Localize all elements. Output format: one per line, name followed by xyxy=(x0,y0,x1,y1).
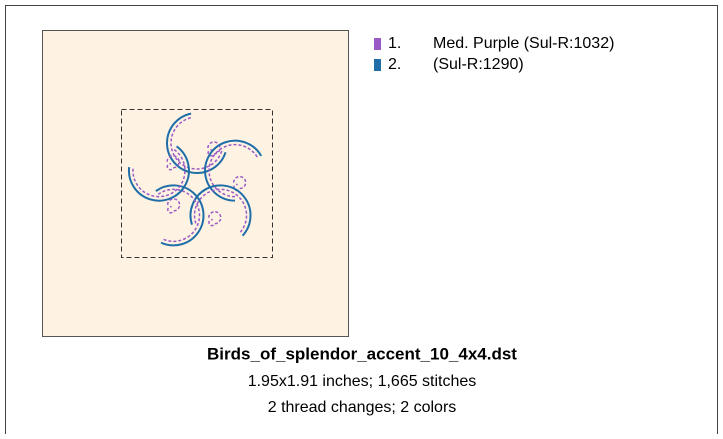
swirl-outline xyxy=(132,148,186,198)
card-border xyxy=(5,5,718,434)
swirl-outline xyxy=(193,188,248,234)
thread-name: Med. Purple (Sul-R:1032) xyxy=(433,35,614,52)
file-name: Birds_of_splendor_accent_10_4x4.dst xyxy=(207,344,517,363)
thread-swatch xyxy=(374,59,381,71)
swirl-outline xyxy=(189,184,252,237)
thread-legend: 1. Med. Purple (Sul-R:1032) 2. (Sul-R:1290) xyxy=(374,35,614,73)
swirl-outline xyxy=(155,184,205,247)
swirl-curl xyxy=(166,198,181,214)
swirl-curl xyxy=(207,211,222,227)
swirl-curl xyxy=(207,141,221,157)
swirl-curl xyxy=(232,175,247,192)
thread-number: 2. xyxy=(388,56,401,73)
hoop-area xyxy=(42,30,349,337)
changes-info: 2 thread changes; 2 colors xyxy=(268,399,457,416)
design-bounds xyxy=(121,109,273,258)
thread-swatch xyxy=(374,38,381,50)
swirl-curl xyxy=(166,155,180,171)
swirl-outline xyxy=(208,143,259,198)
swirl-outline xyxy=(127,145,190,202)
swirl-outline xyxy=(170,116,223,170)
swirl-outline xyxy=(166,112,227,174)
size-info: 1.95x1.91 inches; 1,665 stitches xyxy=(248,373,477,390)
thread-number: 1. xyxy=(388,35,401,52)
thread-name: (Sul-R:1290) xyxy=(433,56,524,73)
swirl-outline xyxy=(157,188,201,243)
swirl-outline xyxy=(204,139,263,202)
embroidery-design xyxy=(127,112,263,247)
